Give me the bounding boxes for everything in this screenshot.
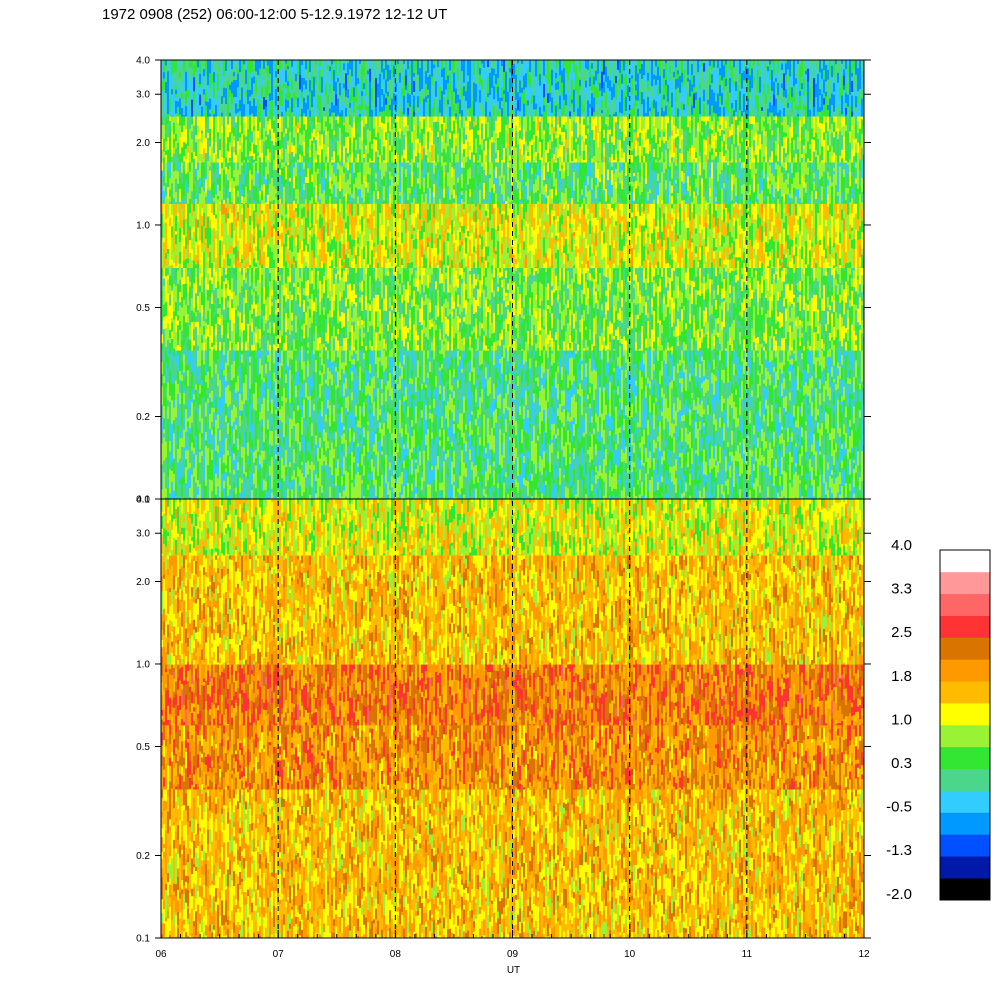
- ytick-label: 4.0: [136, 495, 150, 506]
- colorbar-segment: [940, 878, 990, 901]
- ytick-label: 3.0: [136, 529, 150, 540]
- colorbar-label: 1.8: [891, 668, 912, 685]
- colorbar-segment: [940, 725, 990, 748]
- ytick-label: 2.0: [136, 577, 150, 588]
- xtick-label: 12: [858, 949, 870, 960]
- colorbar-segment: [940, 550, 990, 573]
- ytick-label: 1.0: [136, 220, 150, 231]
- colorbar-label: 3.3: [891, 581, 912, 598]
- chart-title: 1972 0908 (252) 06:00-12:00 5-12.9.1972 …: [102, 6, 447, 23]
- xtick-label: 06: [155, 949, 167, 960]
- ytick-label: 0.5: [136, 303, 150, 314]
- colorbar-segment: [940, 615, 990, 638]
- xtick-label: 11: [742, 949, 753, 960]
- colorbar-segment: [940, 856, 990, 879]
- y-axes: 0.10.20.51.02.03.04.00.10.20.51.02.03.04…: [136, 56, 871, 945]
- colorbar-segment: [940, 593, 990, 616]
- colorbar-segment: [940, 812, 990, 835]
- colorbar-segment: [940, 834, 990, 857]
- colorbar-segment: [940, 637, 990, 660]
- colorbar-label: 2.5: [891, 624, 912, 641]
- xtick-label: 07: [273, 949, 285, 960]
- colorbar-frame: [939, 549, 991, 901]
- colorbar-segment: [940, 659, 990, 682]
- colorbar-label: 0.3: [891, 755, 912, 772]
- colorbar-label: -0.5: [886, 799, 912, 816]
- colorbar-label: -2.0: [886, 886, 912, 903]
- dashed-gridlines: [277, 60, 748, 938]
- xtick-label: 08: [390, 949, 402, 960]
- ytick-label: 3.0: [136, 90, 150, 101]
- colorbar-label: 1.0: [891, 711, 912, 728]
- colorbar-segment: [940, 571, 990, 595]
- colorbar-label: 4.0: [891, 537, 912, 554]
- colorbar: 4.0 3.3 2.5 1.8 1.0 0.3 -0.5 -1.3 -2.0: [886, 537, 991, 903]
- ytick-label: 0.5: [136, 742, 150, 753]
- ytick-label: 4.0: [136, 56, 150, 67]
- colorbar-label: -1.3: [886, 842, 912, 859]
- xtick-label: 10: [624, 949, 636, 960]
- ytick-label: 0.2: [136, 851, 150, 862]
- ytick-label: 1.0: [136, 659, 150, 670]
- colorbar-segment: [940, 703, 990, 726]
- ytick-label: 0.1: [136, 934, 150, 945]
- colorbar-segment: [940, 681, 990, 704]
- xtick-label: 09: [507, 949, 519, 960]
- x-axis-label: UT: [507, 965, 520, 976]
- ytick-label: 0.1: [136, 495, 150, 506]
- colorbar-segment: [940, 790, 990, 813]
- colorbar-segment: [940, 768, 990, 791]
- ytick-label: 2.0: [136, 138, 150, 149]
- x-axis: 06 07 08 09 10 11 12 UT: [155, 930, 870, 976]
- colorbar-segment: [940, 746, 990, 770]
- ytick-label: 0.2: [136, 412, 150, 423]
